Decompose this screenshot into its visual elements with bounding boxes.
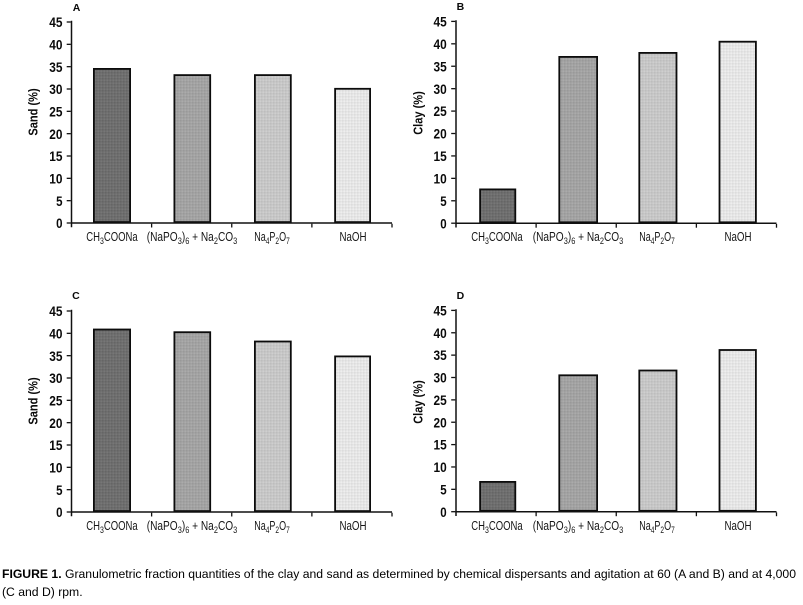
- svg-text:20: 20: [49, 415, 62, 431]
- svg-text:5: 5: [440, 193, 447, 209]
- svg-text:45: 45: [49, 14, 62, 30]
- svg-text:5: 5: [56, 193, 63, 209]
- svg-text:35: 35: [49, 348, 62, 364]
- svg-text:15: 15: [49, 437, 62, 453]
- svg-text:30: 30: [434, 370, 447, 386]
- svg-text:25: 25: [434, 392, 447, 408]
- svg-text:35: 35: [434, 58, 447, 74]
- svg-text:30: 30: [49, 370, 62, 386]
- svg-text:5: 5: [56, 482, 63, 498]
- svg-text:15: 15: [49, 148, 62, 164]
- svg-text:5: 5: [440, 481, 447, 497]
- svg-text:45: 45: [49, 303, 62, 319]
- svg-text:30: 30: [49, 81, 62, 97]
- svg-text:15: 15: [434, 148, 447, 164]
- svg-text:40: 40: [49, 325, 62, 341]
- svg-text:10: 10: [49, 459, 62, 475]
- svg-text:10: 10: [434, 459, 447, 475]
- svg-text:0: 0: [56, 215, 63, 231]
- svg-text:0: 0: [440, 215, 447, 231]
- svg-text:20: 20: [434, 126, 447, 142]
- svg-text:30: 30: [434, 81, 447, 97]
- svg-text:45: 45: [434, 303, 447, 319]
- svg-text:25: 25: [49, 392, 62, 408]
- svg-text:35: 35: [49, 59, 62, 75]
- svg-text:0: 0: [440, 504, 447, 520]
- svg-text:15: 15: [434, 437, 447, 453]
- svg-text:20: 20: [49, 126, 62, 142]
- svg-text:40: 40: [434, 325, 447, 341]
- svg-text:20: 20: [434, 414, 447, 430]
- svg-text:10: 10: [434, 170, 447, 186]
- svg-text:0: 0: [56, 504, 63, 520]
- svg-text:35: 35: [434, 347, 447, 363]
- svg-text:25: 25: [434, 103, 447, 119]
- svg-text:40: 40: [434, 36, 447, 52]
- svg-text:40: 40: [49, 36, 62, 52]
- svg-text:45: 45: [434, 14, 447, 30]
- svg-text:10: 10: [49, 170, 62, 186]
- svg-text:25: 25: [49, 103, 62, 119]
